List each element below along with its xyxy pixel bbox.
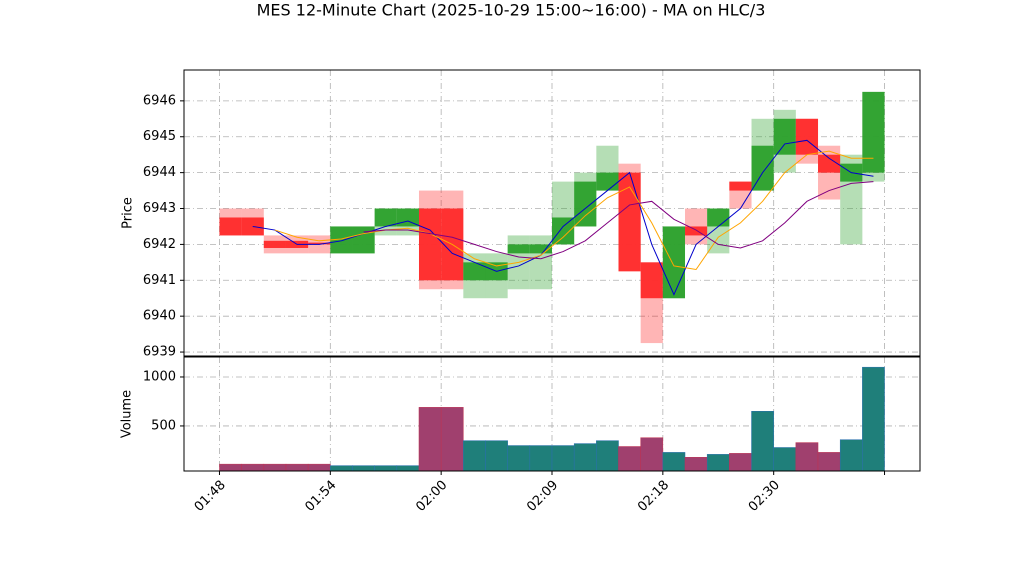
candle-body [418, 208, 442, 281]
volume-axis-label: Volume [120, 390, 135, 438]
x-tick-label: 01:48 [192, 478, 229, 515]
volume-bar [529, 445, 553, 472]
candle-body [640, 262, 663, 299]
volume-bar [662, 452, 686, 472]
candle-body [552, 217, 575, 245]
candle-wick [529, 235, 552, 290]
x-tick-label: 02:00 [413, 478, 450, 515]
candle-body [263, 240, 286, 248]
volume-bar [729, 453, 752, 472]
candle-body [773, 118, 796, 155]
plot-frame [183, 356, 921, 472]
volume-bar [551, 445, 575, 472]
volume-bar [573, 443, 597, 472]
candle-body [729, 181, 752, 191]
x-tick-label: 02:09 [524, 478, 561, 515]
chart-title: MES 12-Minute Chart (2025-10-29 15:00~16… [257, 1, 766, 20]
volume-bar [307, 463, 331, 472]
candle-body [618, 172, 641, 272]
volume-bar [751, 411, 774, 472]
volume-bar [862, 366, 885, 472]
candle-body [751, 145, 774, 191]
candle-body [685, 226, 708, 236]
volume-bar [596, 440, 619, 472]
volume-bar [795, 442, 819, 472]
candle-body [507, 244, 530, 254]
candle-body [574, 181, 597, 227]
candle-body [707, 208, 730, 227]
plot-frame [183, 69, 921, 357]
y-tick-label: 6944 [143, 165, 176, 180]
volume-bar [463, 440, 486, 472]
volume-bar [396, 465, 420, 472]
volume-bar [640, 437, 664, 472]
y-tick-label: 6941 [143, 273, 176, 288]
volume-bar [817, 452, 841, 472]
volume-bar [507, 445, 531, 472]
candle-body [795, 118, 819, 155]
volume-bar [352, 465, 375, 472]
candle-body [352, 226, 375, 254]
candle-body [662, 226, 686, 299]
volume-bar [330, 465, 353, 472]
volume-bar [684, 457, 708, 472]
candle-body [308, 242, 331, 245]
volume-bar [241, 463, 265, 472]
y-tick-label: 6942 [143, 237, 176, 252]
candle-body [529, 244, 552, 254]
candle-body [596, 172, 619, 191]
x-tick-label: 01:54 [303, 478, 340, 515]
y-tick-label: 500 [151, 418, 176, 433]
volume-bar [219, 463, 242, 472]
y-tick-label: 6943 [143, 201, 176, 216]
volume-bar [706, 454, 730, 472]
ma-line [274, 150, 874, 271]
x-tick-label: 02:30 [746, 478, 783, 515]
volume-bar [374, 465, 398, 472]
y-tick-label: 6940 [143, 309, 176, 324]
y-tick-label: 6939 [143, 345, 176, 360]
y-tick-label: 6945 [143, 129, 176, 144]
ma-line [363, 181, 874, 260]
volume-bar [618, 446, 641, 472]
volume-bar [773, 447, 797, 472]
y-tick-label: 6946 [143, 93, 176, 108]
x-tick-label: 02:18 [635, 478, 672, 515]
volume-bar [485, 440, 508, 472]
volume-bar [839, 439, 863, 472]
candle-body [818, 154, 841, 173]
candle-body [330, 226, 353, 254]
candle-body [463, 262, 486, 281]
ma-line [252, 139, 874, 296]
candle-body [862, 91, 885, 173]
y-axis-label: Price [121, 197, 136, 229]
volume-bar [418, 407, 442, 472]
candle-body [374, 208, 397, 227]
volume-bar [263, 463, 287, 472]
candle-body [219, 217, 242, 236]
y-tick-label: 1000 [143, 369, 176, 384]
volume-bar [285, 463, 309, 472]
volume-bar [440, 407, 464, 472]
